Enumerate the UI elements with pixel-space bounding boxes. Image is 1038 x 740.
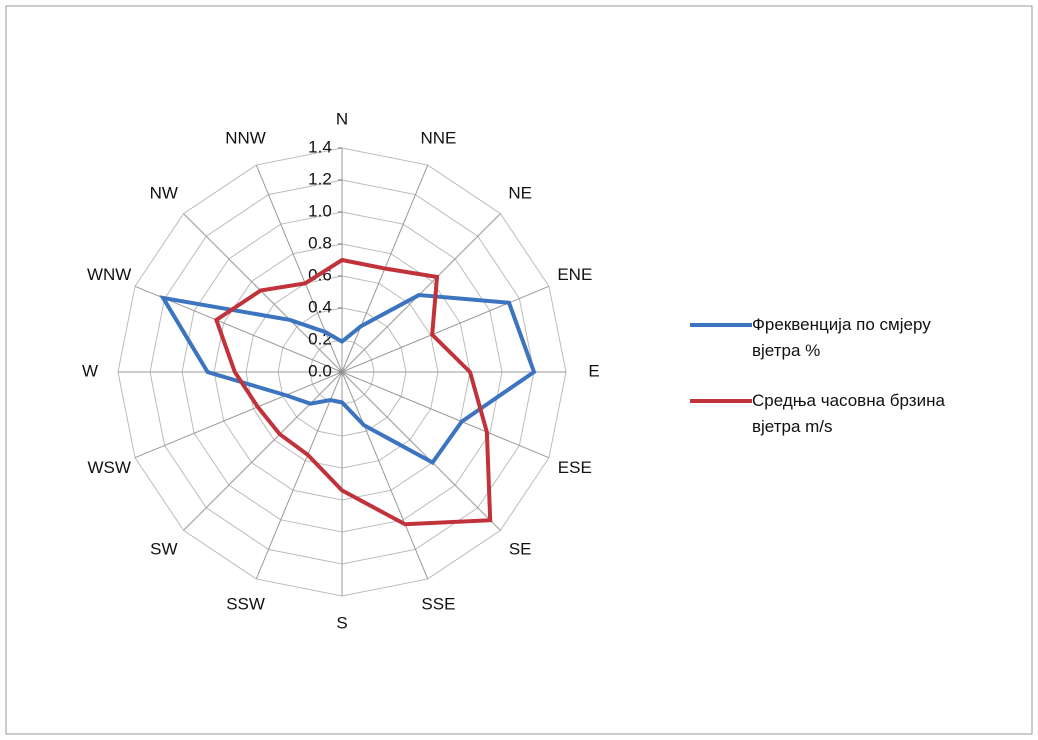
spoke [255, 371, 343, 580]
y-tick-label: 0.4 [308, 297, 332, 316]
spoke [341, 371, 501, 531]
category-label: S [336, 613, 347, 632]
spoke [341, 371, 429, 580]
y-tick-label: 1.4 [308, 137, 332, 156]
y-tick-label: 0.0 [308, 361, 332, 380]
category-label: W [82, 361, 98, 380]
category-label: ESE [558, 458, 592, 477]
spoke [255, 164, 343, 373]
category-label: SSW [226, 594, 265, 613]
spoke [341, 213, 501, 373]
y-tick-label: 1.2 [308, 169, 332, 188]
category-label: E [588, 361, 599, 380]
y-tick-label: 0.8 [308, 233, 332, 252]
category-label: NNE [420, 129, 456, 148]
category-label: SSE [421, 594, 455, 613]
spoke [183, 213, 343, 373]
category-label: N [336, 109, 348, 128]
legend-label: Средња часовна брзина вјетра m/s [752, 391, 945, 436]
category-label: NNW [225, 129, 266, 148]
frame [5, 5, 1033, 735]
spoke [341, 285, 550, 373]
category-label: ENE [557, 265, 592, 284]
y-tick-label: 1.0 [308, 201, 332, 220]
category-label: NE [508, 183, 532, 202]
category-label: SW [150, 540, 177, 559]
spoke [341, 371, 550, 459]
category-label: NW [150, 183, 178, 202]
legend-label: Фреквенција по смјеру вјетра % [752, 315, 931, 360]
spoke [134, 371, 343, 459]
series-line [159, 293, 537, 466]
category-label: WNW [87, 265, 131, 284]
category-label: SE [509, 540, 532, 559]
series-line [213, 257, 493, 527]
spoke [183, 371, 343, 531]
category-label: WSW [87, 458, 130, 477]
